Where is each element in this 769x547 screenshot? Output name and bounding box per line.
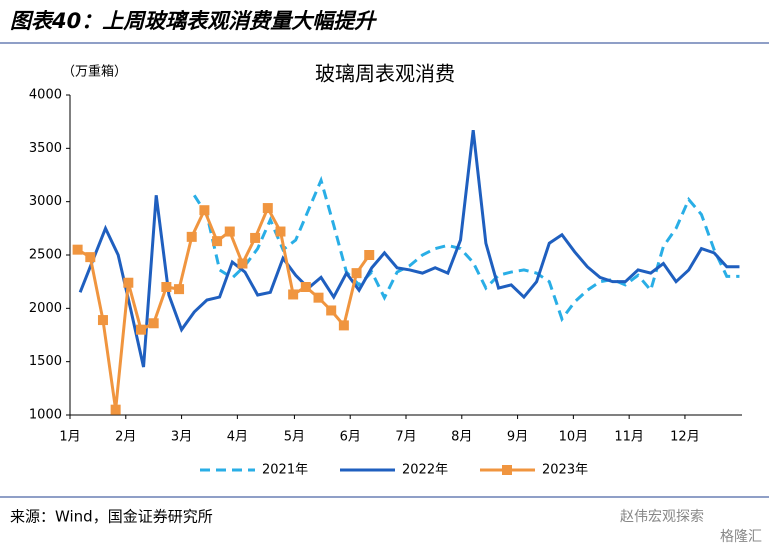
series-line [78,130,740,368]
marker [364,250,375,260]
chart-title: 玻璃周表观消费 [315,62,455,86]
y-tick-label: 3500 [29,141,62,156]
y-tick-label: 2000 [29,301,62,316]
marker [237,258,248,269]
legend-label: 2021年 [262,463,308,478]
y-tick-label: 3000 [29,194,62,209]
x-tick-label: 2月 [115,430,136,445]
marker [351,268,362,279]
source: 来源：Wind，国金证券研究所 [10,508,213,526]
marker [123,277,134,288]
marker [224,226,235,237]
legend-marker [502,465,512,475]
x-tick-label: 9月 [507,430,528,445]
marker [313,292,324,303]
marker [97,315,108,326]
x-tick-label: 6月 [340,430,361,445]
x-tick-label: 7月 [395,430,416,445]
x-tick-label: 3月 [171,430,192,445]
marker [110,404,121,415]
x-tick-label: 10月 [559,430,589,445]
x-tick-label: 11月 [614,430,644,445]
x-tick-label: 1月 [59,430,80,445]
marker [72,244,83,255]
x-tick-label: 5月 [284,430,305,445]
marker [199,205,210,216]
marker [186,231,197,242]
x-tick-label: 8月 [451,430,472,445]
header-title: 图表40：上周玻璃表观消费量大幅提升 [10,9,377,33]
y-tick-label: 4000 [29,88,62,103]
y-tick-label: 2500 [29,248,62,263]
marker [288,289,299,300]
marker [174,284,185,295]
marker [275,226,286,237]
marker [300,282,311,292]
legend-label: 2023年 [542,463,588,478]
legend-label: 2022年 [402,463,448,478]
marker [262,203,273,214]
marker [136,324,147,335]
x-tick-label: 4月 [227,430,248,445]
marker [212,236,223,247]
y-axis-label: （万重箱） [62,64,127,80]
marker [148,318,159,329]
y-tick-label: 1500 [29,354,62,369]
marker [85,252,96,263]
watermark: 赵伟宏观探索 [620,508,704,525]
marker [250,232,261,243]
y-tick-label: 1000 [29,408,62,423]
marker [338,320,349,331]
marker [326,305,337,316]
watermark-2: 格隆汇 [720,529,762,545]
series-line [76,204,371,410]
series-line [192,175,740,323]
marker [161,282,172,292]
x-tick-label: 12月 [670,430,700,445]
